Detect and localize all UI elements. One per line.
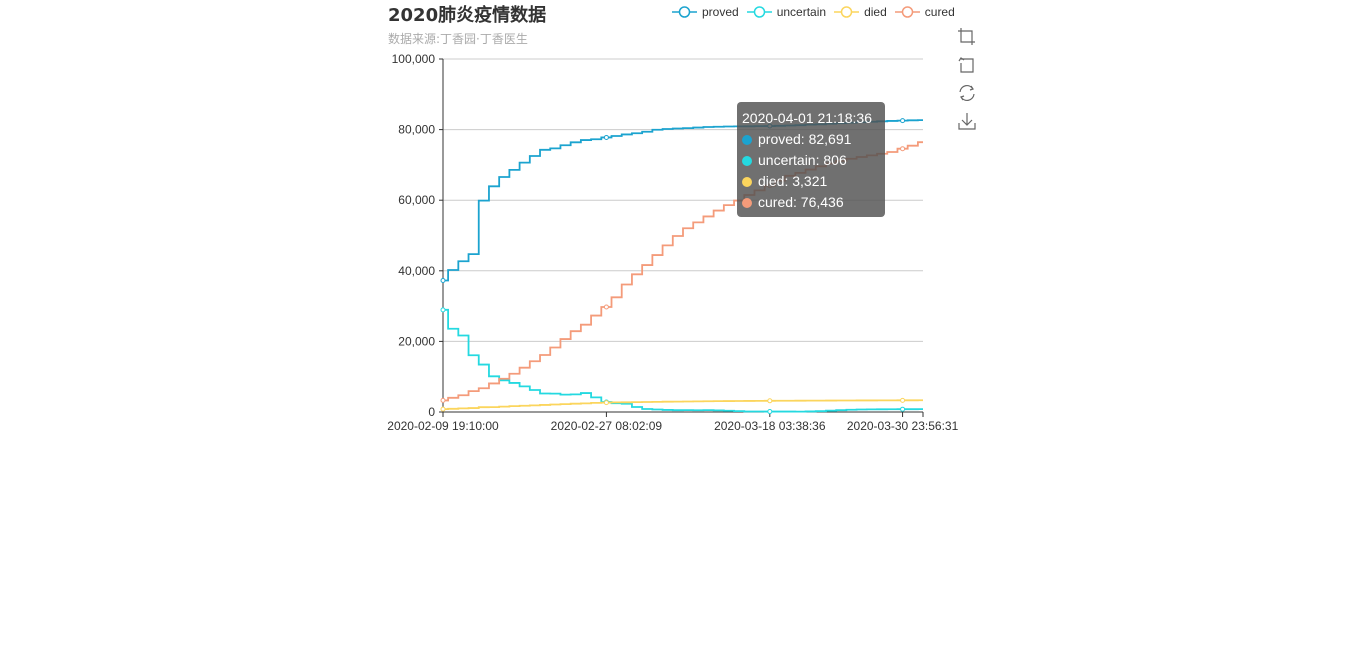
data-point-uncertain	[767, 409, 773, 415]
x-tick-label: 2020-02-27 08:02:09	[551, 419, 663, 433]
x-tick-label: 2020-03-30 23:56:31	[847, 419, 959, 433]
data-point-uncertain	[440, 307, 446, 313]
zoom-icon[interactable]	[956, 26, 978, 48]
tooltip-time: 2020-04-01 21:18:36	[742, 110, 872, 126]
tooltip-row-proved: proved: 82,691	[742, 129, 880, 150]
legend-label-uncertain: uncertain	[776, 5, 827, 19]
toolbox	[956, 26, 980, 138]
tooltip-label-proved: proved: 82,691	[758, 131, 852, 147]
legend-item-uncertain[interactable]: uncertain	[746, 5, 827, 19]
tooltip-dot-uncertain	[742, 155, 752, 166]
legend-item-died[interactable]: died	[834, 5, 887, 19]
data-point-cured	[440, 397, 446, 403]
legend-marker-uncertain-icon	[746, 6, 772, 18]
chart-title: 2020肺炎疫情数据	[388, 5, 547, 26]
y-tick-label: 100,000	[392, 52, 436, 66]
y-tick-label: 60,000	[398, 193, 435, 207]
data-point-proved	[900, 118, 906, 124]
data-point-uncertain	[900, 406, 906, 412]
legend-item-proved[interactable]: proved	[672, 5, 739, 19]
legend: proved uncertain died cured	[672, 3, 955, 21]
data-point-died	[603, 400, 609, 406]
data-point-proved	[440, 278, 446, 284]
zoom-reset-icon[interactable]	[956, 54, 978, 76]
legend-item-cured[interactable]: cured	[894, 5, 955, 19]
save-image-icon[interactable]	[956, 110, 978, 132]
data-point-proved	[603, 134, 609, 140]
legend-marker-died-icon	[834, 6, 860, 18]
tooltip-row-cured: cured: 76,436	[742, 192, 880, 213]
data-point-died	[900, 397, 906, 403]
restore-icon[interactable]	[956, 82, 978, 104]
x-tick-label: 2020-03-18 03:38:36	[714, 419, 826, 433]
data-point-died	[440, 406, 446, 412]
series-line-died	[443, 399, 923, 411]
data-point-cured	[603, 304, 609, 310]
tooltip-dot-died	[742, 176, 752, 187]
axis-layer: 0 20,000 40,000 60,000 80,000 100,000 2020-02-…	[387, 52, 958, 433]
tooltip-row-uncertain: uncertain: 806	[742, 150, 880, 171]
legend-marker-cured-icon	[894, 6, 920, 18]
tooltip-label-cured: cured: 76,436	[758, 194, 844, 210]
data-point-cured	[900, 146, 906, 152]
y-tick-label: 20,000	[398, 334, 435, 348]
y-tick-label: 0	[428, 405, 435, 419]
tooltip-dot-proved	[742, 134, 752, 145]
legend-label-cured: cured	[924, 5, 955, 19]
y-tick-label: 80,000	[398, 123, 435, 137]
chart-subtitle: 数据来源:丁香园·丁香医生	[388, 32, 528, 46]
tooltip-label-died: died: 3,321	[758, 173, 828, 189]
legend-marker-proved-icon	[672, 6, 697, 18]
y-tick-label: 40,000	[398, 264, 435, 278]
x-tick-label: 2020-02-09 19:10:00	[387, 419, 499, 433]
tooltip-row-died: died: 3,321	[742, 171, 880, 192]
data-point-died	[767, 398, 773, 404]
tooltip-dot-cured	[742, 197, 752, 208]
legend-label-proved: proved	[702, 5, 739, 19]
tooltip: 2020-04-01 21:18:36 proved: 82,691 uncer…	[737, 102, 885, 217]
series-line-uncertain	[443, 308, 923, 413]
tooltip-label-uncertain: uncertain: 806	[758, 152, 847, 168]
legend-label-died: died	[864, 5, 887, 19]
